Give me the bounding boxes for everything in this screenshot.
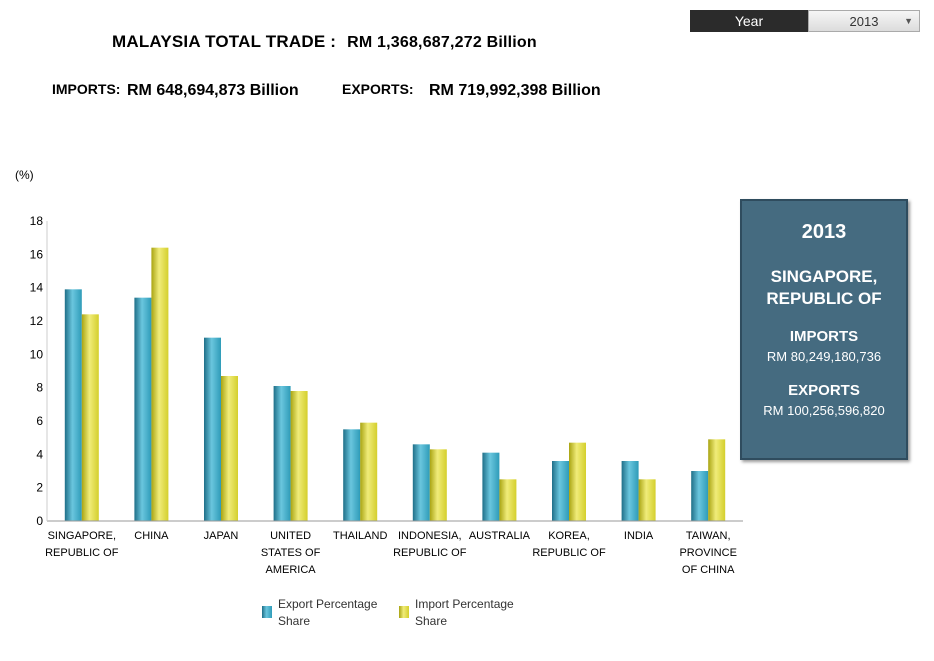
year-dropdown-value: 2013 — [849, 13, 879, 29]
import-bar[interactable] — [499, 479, 517, 521]
y-tick-label: 0 — [36, 514, 43, 528]
category-label: CHINA — [134, 530, 169, 542]
y-tick-label: 16 — [30, 247, 44, 261]
panel-year: 2013 — [801, 221, 847, 243]
imports-value: RM 648,694,873 Billion — [127, 82, 299, 99]
legend-import-label: Import Percentage Share — [415, 597, 514, 628]
y-tick-label: 12 — [30, 314, 44, 328]
category-label: JAPAN — [204, 530, 239, 542]
year-filter: Year 2013 ▼ — [690, 10, 920, 32]
panel-imports-value: RM 80,249,180,736 — [766, 349, 882, 364]
total-trade-value: RM 1,368,687,272 Billion — [347, 34, 537, 51]
y-tick-label: 2 — [36, 481, 43, 495]
export-bar[interactable] — [343, 429, 361, 521]
category-label: TAIWAN, PROVINCE OF CHINA — [679, 530, 736, 576]
panel-exports-value: RM 100,256,596,820 — [763, 403, 885, 418]
legend-export-swatch — [262, 606, 272, 618]
panel-exports-label: EXPORTS — [788, 382, 860, 399]
legend-export-label: Export Percentage Share — [278, 597, 378, 628]
total-trade-heading: MALAYSIA TOTAL TRADE : RM 1,368,687,272 … — [112, 32, 537, 52]
category-label: SINGAPORE, REPUBLIC OF — [45, 530, 119, 559]
selected-country-panel: 2013 SINGAPORE, REPUBLIC OF IMPORTS RM 8… — [740, 199, 908, 460]
export-bar[interactable] — [621, 461, 639, 521]
import-bar[interactable] — [708, 439, 726, 521]
export-bar[interactable] — [552, 461, 569, 521]
category-label: INDONESIA, REPUBLIC OF — [393, 530, 467, 559]
y-tick-label: 8 — [36, 381, 43, 395]
export-bar[interactable] — [64, 289, 82, 521]
import-bar[interactable] — [429, 449, 447, 521]
import-bar[interactable] — [221, 376, 238, 521]
y-tick-label: 6 — [36, 414, 43, 428]
category-label: UNITED STATES OF AMERICA — [261, 530, 321, 576]
import-bar[interactable] — [569, 442, 586, 521]
y-tick-label: 14 — [30, 281, 44, 295]
import-bar[interactable] — [81, 314, 99, 521]
exports-label: EXPORTS: — [342, 81, 414, 97]
y-tick-label: 18 — [30, 214, 44, 228]
panel-country: SINGAPORE, REPUBLIC OF — [766, 267, 882, 308]
export-bar[interactable] — [412, 444, 430, 521]
legend-import-swatch — [399, 606, 409, 618]
import-bar[interactable] — [360, 422, 378, 521]
y-tick-label: 10 — [30, 347, 44, 361]
category-label: INDIA — [624, 530, 654, 542]
chevron-down-icon[interactable]: ▼ — [904, 16, 913, 26]
category-label: AUSTRALIA — [469, 530, 531, 542]
import-bar[interactable] — [638, 479, 656, 521]
export-bar[interactable] — [204, 337, 221, 521]
panel-imports-label: IMPORTS — [789, 328, 859, 345]
category-label: KOREA, REPUBLIC OF — [532, 530, 606, 559]
export-bar[interactable] — [134, 297, 152, 521]
y-tick-label: 4 — [36, 447, 43, 461]
y-axis-label: (%) — [15, 168, 34, 182]
exports-value: RM 719,992,398 Billion — [429, 82, 601, 99]
total-trade-label: MALAYSIA TOTAL TRADE : — [112, 32, 337, 51]
category-label: THAILAND — [333, 530, 387, 542]
export-bar[interactable] — [273, 386, 291, 521]
year-label: Year — [690, 10, 808, 32]
export-bar[interactable] — [691, 471, 709, 521]
year-dropdown[interactable]: 2013 ▼ — [808, 10, 920, 32]
import-bar[interactable] — [290, 391, 308, 521]
export-bar[interactable] — [482, 452, 500, 521]
import-bar[interactable] — [151, 247, 169, 521]
imports-label: IMPORTS: — [52, 81, 121, 97]
